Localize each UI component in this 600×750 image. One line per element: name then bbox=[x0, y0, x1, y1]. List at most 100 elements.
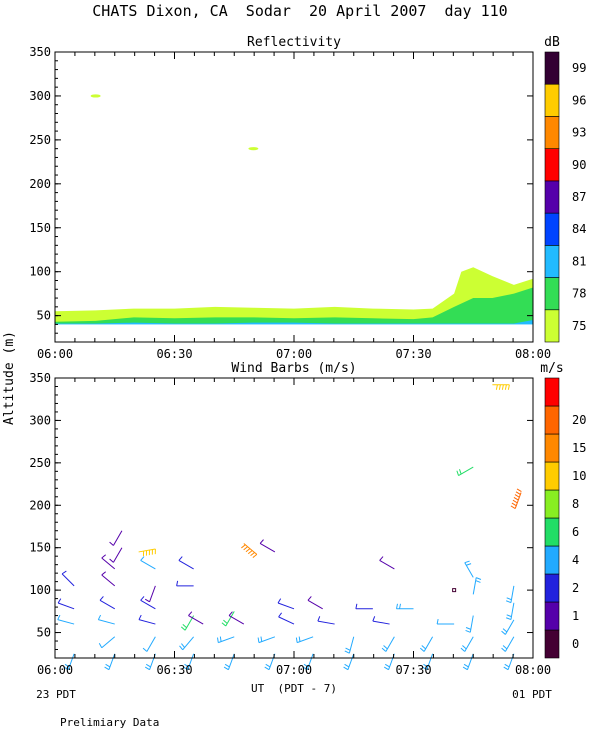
reflectivity-blob bbox=[248, 147, 259, 151]
wind-barb bbox=[97, 614, 115, 625]
wind-barb bbox=[259, 539, 276, 553]
colorbar-swatch bbox=[544, 433, 560, 463]
colorbar-label: 0 bbox=[572, 637, 579, 651]
colorbar-swatch bbox=[544, 517, 560, 547]
colorbar-label: 81 bbox=[572, 254, 586, 268]
x-axis-label: UT (PDT - 7) bbox=[251, 682, 337, 695]
x-tick-label: 07:00 bbox=[276, 347, 312, 361]
wind-barb bbox=[465, 615, 474, 633]
x-tick-label: 06:00 bbox=[37, 347, 73, 361]
y-tick-label: 350 bbox=[29, 371, 51, 385]
colorbar-label: 4 bbox=[572, 553, 579, 567]
plot-frame bbox=[54, 377, 534, 659]
wind-barb bbox=[264, 653, 276, 671]
reflectivity-units-label: dB bbox=[544, 35, 560, 50]
colorbar-label: 78 bbox=[572, 287, 586, 301]
wind-barb bbox=[462, 653, 474, 671]
wind-barb bbox=[501, 636, 515, 652]
wind-barb bbox=[422, 653, 434, 671]
wind-barb bbox=[343, 653, 355, 671]
x-tick-label: 08:00 bbox=[515, 347, 551, 361]
wind-barb bbox=[140, 596, 156, 610]
x-left-note: 23 PDT bbox=[36, 688, 76, 701]
wind-barb bbox=[257, 636, 276, 644]
wind-barb bbox=[307, 596, 323, 610]
colorbar-label: 93 bbox=[572, 126, 586, 140]
x-tick-label: 07:30 bbox=[395, 663, 431, 677]
wind-barb bbox=[138, 614, 156, 625]
wind-barb bbox=[419, 636, 434, 652]
wind-barb bbox=[140, 556, 156, 570]
wind-barb bbox=[101, 554, 116, 570]
colorbar-swatch bbox=[544, 245, 560, 278]
wind-barb bbox=[295, 636, 314, 644]
colorbar-label: 15 bbox=[572, 441, 586, 455]
colorbar-label: 96 bbox=[572, 93, 586, 107]
wind-barb bbox=[104, 653, 116, 671]
y-tick-label: 300 bbox=[29, 89, 51, 103]
wind-barb bbox=[317, 616, 335, 625]
x-tick-label: 07:00 bbox=[276, 663, 312, 677]
wind-barb bbox=[396, 603, 414, 610]
wind-barb bbox=[436, 618, 455, 625]
colorbar-swatch bbox=[544, 377, 560, 407]
wind-barb bbox=[142, 636, 156, 652]
colorbar-swatch bbox=[544, 180, 560, 214]
colorbar-label: 20 bbox=[572, 413, 586, 427]
wind-barb bbox=[183, 653, 195, 671]
colorbar-label: 75 bbox=[572, 319, 586, 333]
wind-barb bbox=[61, 570, 75, 587]
colorbar-label: 6 bbox=[572, 525, 579, 539]
wind-barb bbox=[221, 611, 235, 627]
reflectivity-blob bbox=[90, 94, 101, 98]
wind-barb bbox=[383, 653, 395, 671]
wind-barb bbox=[501, 619, 515, 635]
wind-barb bbox=[57, 598, 75, 610]
colorbar-swatch bbox=[544, 309, 560, 343]
wind-barb bbox=[503, 653, 515, 671]
wind-barb bbox=[381, 636, 395, 652]
wind-barb bbox=[344, 636, 355, 654]
colorbar-swatch bbox=[544, 601, 560, 631]
colorbar-swatch bbox=[544, 461, 560, 491]
y-tick-label: 200 bbox=[29, 177, 51, 191]
colorbar-swatch bbox=[544, 83, 560, 117]
colorbar-swatch bbox=[544, 51, 560, 85]
wind-barb bbox=[138, 548, 156, 557]
y-tick-label: 200 bbox=[29, 498, 51, 512]
colorbar-label: 2 bbox=[572, 581, 579, 595]
colorbar-swatch bbox=[544, 405, 560, 435]
wind-barb bbox=[241, 543, 258, 558]
colorbar-label: 87 bbox=[572, 190, 586, 204]
colorbar-swatch bbox=[544, 148, 560, 182]
wind-barb bbox=[144, 653, 156, 671]
colorbar-swatch bbox=[544, 573, 560, 603]
wind-barbs-title: Wind Barbs (m/s) bbox=[231, 361, 356, 376]
y-axis-label: Altitude (m) bbox=[2, 331, 17, 425]
y-tick-label: 150 bbox=[29, 541, 51, 555]
wind-barb bbox=[217, 636, 235, 644]
wind-barb bbox=[278, 612, 295, 625]
x-tick-label: 07:30 bbox=[395, 347, 431, 361]
wind-barb bbox=[379, 556, 395, 570]
wind-barb bbox=[302, 653, 314, 671]
colorbar-swatch bbox=[544, 277, 560, 311]
wind-barb bbox=[505, 585, 515, 604]
wind-barb bbox=[144, 585, 156, 603]
wind-barb bbox=[492, 384, 510, 390]
wind-barb bbox=[99, 596, 115, 610]
wind-barb bbox=[355, 603, 373, 610]
wind-barb bbox=[464, 560, 474, 578]
y-tick-label: 50 bbox=[37, 309, 51, 323]
x-tick-label: 08:00 bbox=[515, 663, 551, 677]
wind-barb bbox=[178, 556, 194, 570]
y-tick-label: 300 bbox=[29, 413, 51, 427]
wind-barb bbox=[472, 577, 482, 595]
y-tick-label: 250 bbox=[29, 456, 51, 470]
wind-barb bbox=[188, 611, 204, 625]
colorbar-label: 84 bbox=[572, 222, 586, 236]
y-tick-label: 350 bbox=[29, 45, 51, 59]
colorbar-label: 90 bbox=[572, 158, 586, 172]
